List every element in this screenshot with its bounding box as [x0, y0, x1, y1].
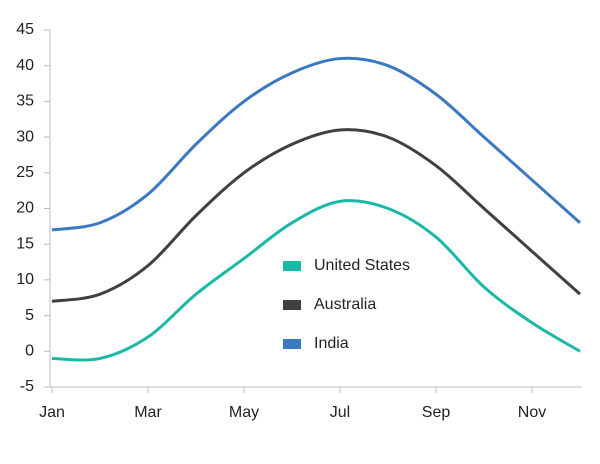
y-tick-label: -5	[20, 378, 34, 395]
y-tick-label: 35	[16, 93, 34, 110]
legend-swatch	[283, 339, 301, 349]
y-tick-label: 25	[16, 164, 34, 181]
y-tick-label: 40	[16, 57, 34, 74]
y-tick-label: 20	[16, 200, 34, 217]
x-tick-label: Mar	[134, 404, 162, 421]
y-tick-label: 10	[16, 271, 34, 288]
legend-swatch	[283, 300, 301, 310]
legend-label: Australia	[314, 296, 376, 313]
y-tick-label: 30	[16, 128, 34, 145]
series-line	[51, 128, 581, 303]
x-tick-label: Jan	[39, 404, 65, 421]
y-tick-label: 0	[25, 343, 34, 360]
legend-swatch	[283, 261, 301, 271]
y-tick-label: 15	[16, 235, 34, 252]
y-tick-label: 5	[25, 307, 34, 324]
legend-label: India	[314, 335, 349, 352]
series-line	[51, 199, 581, 362]
legend-label: United States	[314, 257, 410, 274]
x-tick-label: Jul	[330, 404, 350, 421]
x-tick-label: Sep	[422, 404, 451, 421]
x-tick-label: Nov	[518, 404, 546, 421]
y-tick-label: 45	[16, 21, 34, 38]
series-line	[51, 56, 581, 232]
x-tick-label: May	[229, 404, 259, 421]
